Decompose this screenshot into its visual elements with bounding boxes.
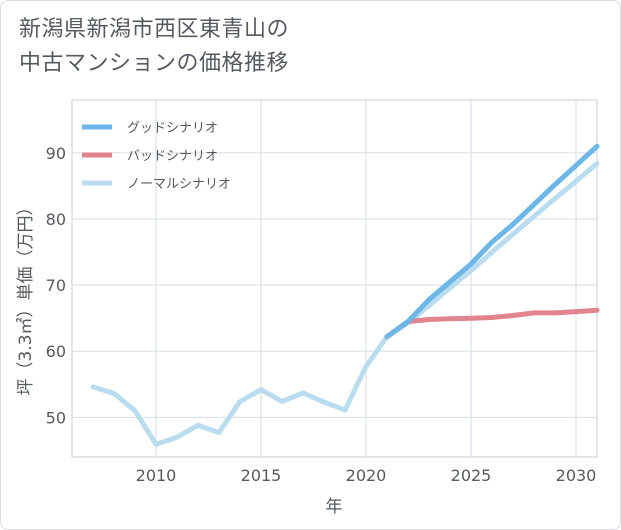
x-tick-label: 2025 [451, 466, 492, 485]
x-tick-labels: 2010 2015 2020 2025 2030 [136, 466, 597, 485]
y-tick-label: 80 [46, 210, 66, 229]
series-line-bad [384, 307, 600, 340]
y-tick-label: 50 [46, 408, 66, 427]
chart-title: 新潟県新潟市西区東青山の 中古マンションの価格推移 [19, 13, 289, 81]
series-lines [90, 143, 600, 447]
chart-title-line-1: 新潟県新潟市西区東青山の [19, 17, 290, 42]
x-tick-label: 2030 [556, 466, 597, 485]
y-tick-label: 90 [46, 144, 66, 163]
series-line-normal [90, 161, 600, 447]
x-tick-label: 2020 [346, 466, 387, 485]
y-axis-label: 坪（3.3㎡）単価（万円） [16, 198, 36, 395]
legend-label: バッドシナリオ [127, 149, 218, 164]
legend-label: ノーマルシナリオ [127, 177, 231, 192]
gridlines [72, 100, 597, 457]
x-axis-label: 年 [326, 497, 343, 517]
plot-area [71, 99, 598, 458]
y-tick-label: 60 [46, 342, 66, 361]
y-tick-label: 70 [46, 276, 66, 295]
y-tick-labels: 50 60 70 80 90 [46, 144, 66, 427]
x-tick-label: 2015 [241, 466, 282, 485]
chart-title-line-2: 中古マンションの価格推移 [19, 51, 290, 76]
x-tick-label: 2010 [136, 466, 177, 485]
legend-label: グッドシナリオ [127, 121, 218, 136]
series-line-good [384, 143, 600, 340]
